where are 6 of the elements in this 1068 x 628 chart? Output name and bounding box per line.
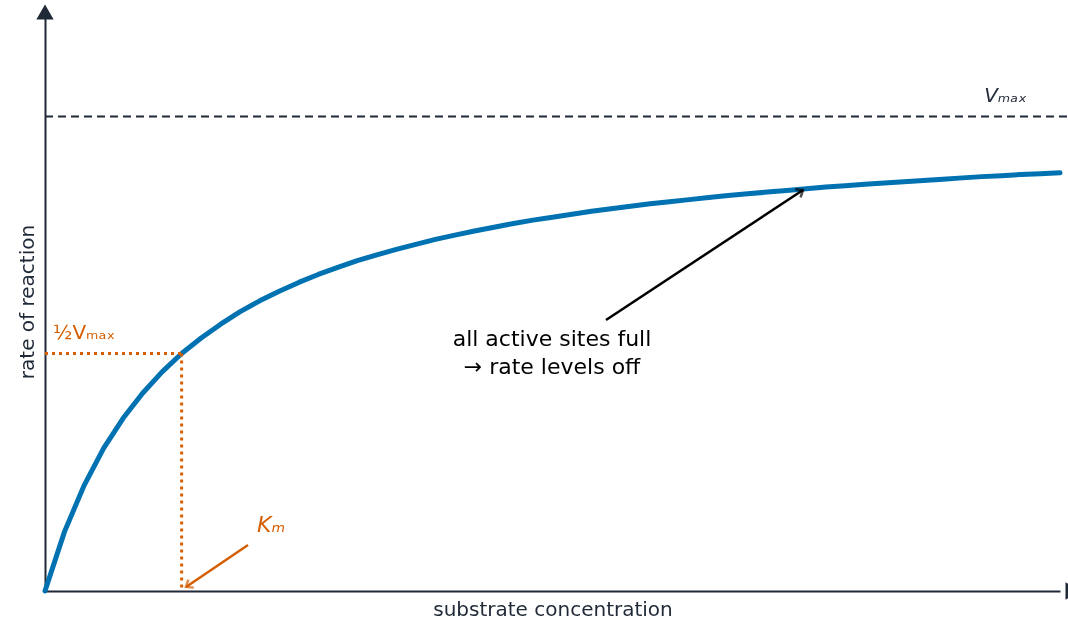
y-axis-title: rate of reaction xyxy=(14,224,39,380)
series-label: ½Vₘₐₓ xyxy=(53,320,116,345)
annotation: all active sites full → rate levels off xyxy=(452,326,652,379)
ref-line-label: Vₘₐₓ xyxy=(984,83,1028,108)
x-axis-title: substrate concentration xyxy=(433,596,673,621)
annotation: Kₘ xyxy=(257,512,286,537)
